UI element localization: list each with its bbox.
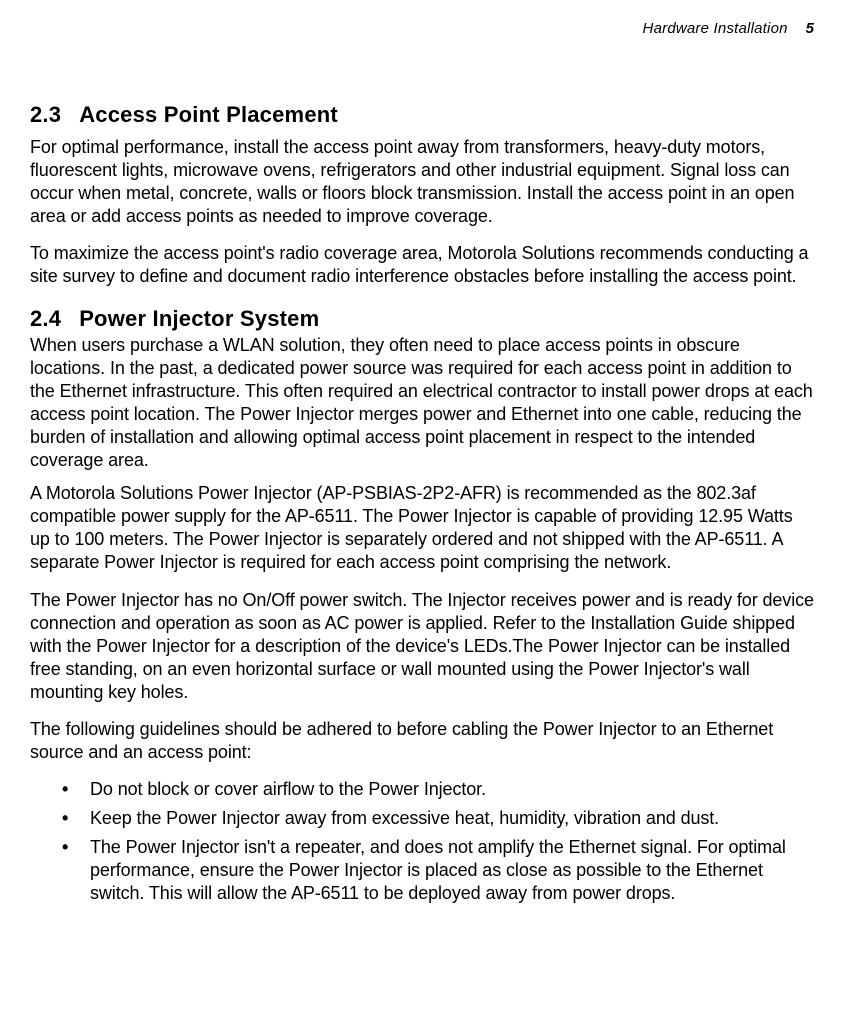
section-heading-2-3: 2.3 Access Point Placement [30, 102, 814, 128]
list-item: Do not block or cover airflow to the Pow… [62, 778, 814, 801]
header-page-number: 5 [806, 20, 814, 37]
paragraph: The Power Injector has no On/Off power s… [30, 589, 814, 704]
section-title: Power Injector System [79, 306, 319, 331]
list-item: The Power Injector isn't a repeater, and… [62, 836, 814, 905]
paragraph: To maximize the access point's radio cov… [30, 242, 814, 288]
page-header: Hardware Installation 5 [30, 20, 814, 37]
guidelines-bullet-list: Do not block or cover airflow to the Pow… [30, 778, 814, 905]
document-page: Hardware Installation 5 2.3 Access Point … [0, 0, 844, 941]
section-2-3: 2.3 Access Point Placement For optimal pe… [30, 102, 814, 288]
header-chapter-title: Hardware Installation [643, 20, 788, 37]
paragraph: A Motorola Solutions Power Injector (AP-… [30, 482, 814, 574]
list-item: Keep the Power Injector away from excess… [62, 807, 814, 830]
paragraph: When users purchase a WLAN solution, the… [30, 334, 814, 472]
paragraph: For optimal performance, install the acc… [30, 136, 814, 228]
section-number: 2.3 [30, 102, 61, 127]
section-number: 2.4 [30, 306, 61, 331]
paragraph: The following guidelines should be adher… [30, 718, 814, 764]
section-heading-2-4: 2.4 Power Injector System [30, 306, 814, 332]
section-title: Access Point Placement [79, 102, 338, 127]
section-2-4: 2.4 Power Injector System When users purc… [30, 306, 814, 905]
